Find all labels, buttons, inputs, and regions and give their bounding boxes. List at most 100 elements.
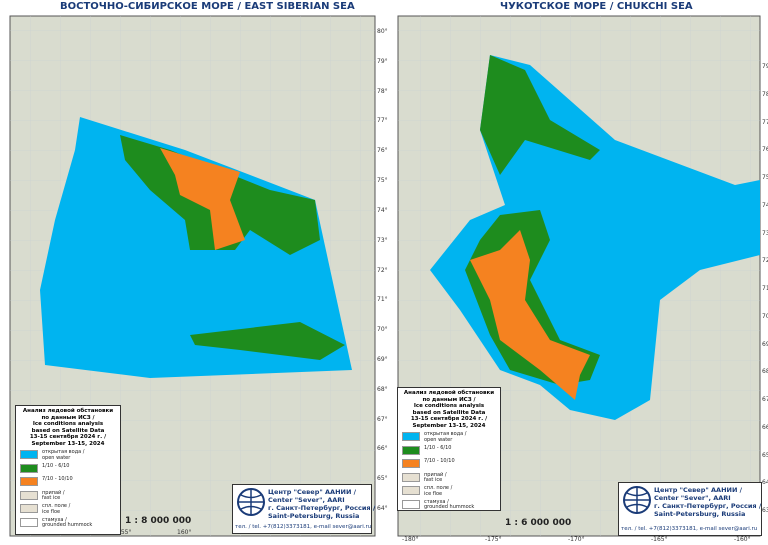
lat-label: 76° xyxy=(762,146,768,154)
lat-label: 70° xyxy=(377,326,388,334)
legend-swatch xyxy=(20,463,38,473)
contact-line: Center "Sever", AARI xyxy=(268,496,345,504)
contact-line: Центр "Север" ААНИИ / xyxy=(268,488,357,496)
lon-label: -160° xyxy=(734,536,751,543)
legend-item: открытая вода / xyxy=(42,449,85,455)
contact-line: г. Санкт-Петербург, Россия / xyxy=(654,502,762,510)
lat-label: 71° xyxy=(762,285,768,292)
lat-label: 69° xyxy=(762,340,768,348)
legend-heading: based on Satellite Data xyxy=(31,427,105,434)
legend-item: ice floe xyxy=(42,508,61,515)
contact-line: Saint-Petersburg, Russia xyxy=(268,512,360,520)
legend-item: спл. поле / xyxy=(424,485,453,491)
contact-line: Центр "Север" ААНИИ / xyxy=(654,486,743,494)
lat-label: 68° xyxy=(762,368,768,376)
legend-item: 1/10 - 6/10 xyxy=(42,462,70,469)
scale: 1 : 6 000 000 xyxy=(505,518,572,528)
legend-item: открытая вода / xyxy=(424,431,467,437)
lat-label: 75° xyxy=(377,177,388,185)
legend-item: ice floe xyxy=(424,490,443,497)
legend-item: 7/10 - 10/10 xyxy=(42,476,73,482)
legend-item: grounded hummock xyxy=(42,522,93,528)
legend-heading: по данным ИСЗ / xyxy=(422,396,476,403)
legend-item: припай / xyxy=(424,471,447,478)
legend-item: стамуха / xyxy=(42,516,67,523)
lat-label: 64° xyxy=(377,505,388,512)
legend-swatch xyxy=(20,490,38,500)
lat-label: 70° xyxy=(762,312,768,320)
legend-heading: 13-15 сентября 2024 г. / xyxy=(29,434,107,440)
legend-heading: September 13-15, 2024 xyxy=(31,440,105,447)
legend-item: припай / xyxy=(42,489,65,496)
contact-line: г. Санкт-Петербург, Россия / xyxy=(268,504,376,512)
legend-swatch xyxy=(402,486,420,495)
legend-heading: Ice conditions analysis xyxy=(32,421,104,427)
legend-swatch xyxy=(402,472,420,482)
lat-label: 78° xyxy=(762,90,768,98)
legend-swatch xyxy=(402,499,420,509)
lon-label: 155° xyxy=(117,529,132,536)
legend-swatch xyxy=(402,432,420,441)
lat-label: 72° xyxy=(377,266,388,274)
legend-swatch xyxy=(402,445,420,455)
lat-label: 69° xyxy=(377,355,388,363)
lat-label: 67° xyxy=(377,415,388,423)
panel-title: ВОСТОЧНО-СИБИРСКОЕ МОРЕ / EAST SIBERIAN … xyxy=(60,1,355,12)
lat-label: 68° xyxy=(377,385,388,393)
ice-high xyxy=(470,230,590,400)
lat-label: 75° xyxy=(762,174,768,181)
ice-high xyxy=(160,148,245,250)
scale: 1 : 8 000 000 xyxy=(125,516,192,526)
contact-footer: тел. / tel. +7(812)3373181, e-mail sever… xyxy=(621,526,758,532)
legend-swatch xyxy=(20,450,38,459)
lat-label: 74° xyxy=(762,201,768,209)
contact-line: Saint-Petersburg, Russia xyxy=(654,510,746,518)
lat-label: 66° xyxy=(377,445,388,453)
contact-line: Center "Sever", AARI xyxy=(654,494,731,502)
lat-label: 71° xyxy=(377,296,388,304)
legend-heading: Анализ ледовой обстановки xyxy=(403,390,495,396)
legend-item: стамуха / xyxy=(424,498,449,505)
legend-heading: Ice conditions analysis xyxy=(413,403,485,409)
lon-label: 160° xyxy=(177,529,192,536)
lat-label: 65° xyxy=(762,451,768,459)
contact-box xyxy=(618,482,762,536)
legend-item: 7/10 - 10/10 xyxy=(424,458,455,464)
lat-label: 74° xyxy=(377,206,388,214)
legend-swatch xyxy=(402,459,420,468)
legend-heading: 13-15 сентября 2024 г. / xyxy=(410,416,488,422)
logo xyxy=(237,488,265,516)
legend-item: 1/10 - 6/10 xyxy=(424,444,452,451)
lat-label: 77° xyxy=(762,118,768,126)
lat-label: 65° xyxy=(377,475,388,483)
lat-label: 73° xyxy=(762,229,768,237)
lat-label: 67° xyxy=(762,396,768,403)
legend-heading: по данным ИСЗ / xyxy=(41,414,95,421)
lat-label: 79° xyxy=(377,57,388,65)
legend-item: grounded hummock xyxy=(424,504,475,510)
contact-footer: тел. / tel. +7(812)3373181, e-mail sever… xyxy=(235,524,372,530)
lat-label: 63° xyxy=(762,507,768,514)
lat-label: 76° xyxy=(377,147,388,155)
lat-label: 80° xyxy=(377,28,388,35)
legend-swatch xyxy=(20,477,38,486)
lon-label: -170° xyxy=(568,536,585,543)
legend-heading: based on Satellite Data xyxy=(412,409,486,416)
lat-label: 66° xyxy=(762,423,768,431)
legend-heading: September 13-15, 2024 xyxy=(412,422,486,429)
ice-low xyxy=(480,55,600,175)
legend-swatch xyxy=(20,517,38,527)
legend-item: open water xyxy=(424,436,453,443)
legend-heading: Анализ ледовой обстановки xyxy=(22,408,114,414)
lat-label: 72° xyxy=(762,257,768,265)
panel-title: ЧУКОТСКОЕ МОРЕ / CHUKCHI SEA xyxy=(500,1,693,12)
legend-item: open water xyxy=(42,454,71,461)
lat-label: 73° xyxy=(377,236,388,244)
legend-item: fast ice xyxy=(42,495,61,501)
lat-label: 64° xyxy=(762,479,768,487)
lon-label: -175° xyxy=(485,536,502,543)
legend-swatch xyxy=(20,504,38,513)
logo xyxy=(623,486,651,514)
lat-label: 77° xyxy=(377,117,388,125)
